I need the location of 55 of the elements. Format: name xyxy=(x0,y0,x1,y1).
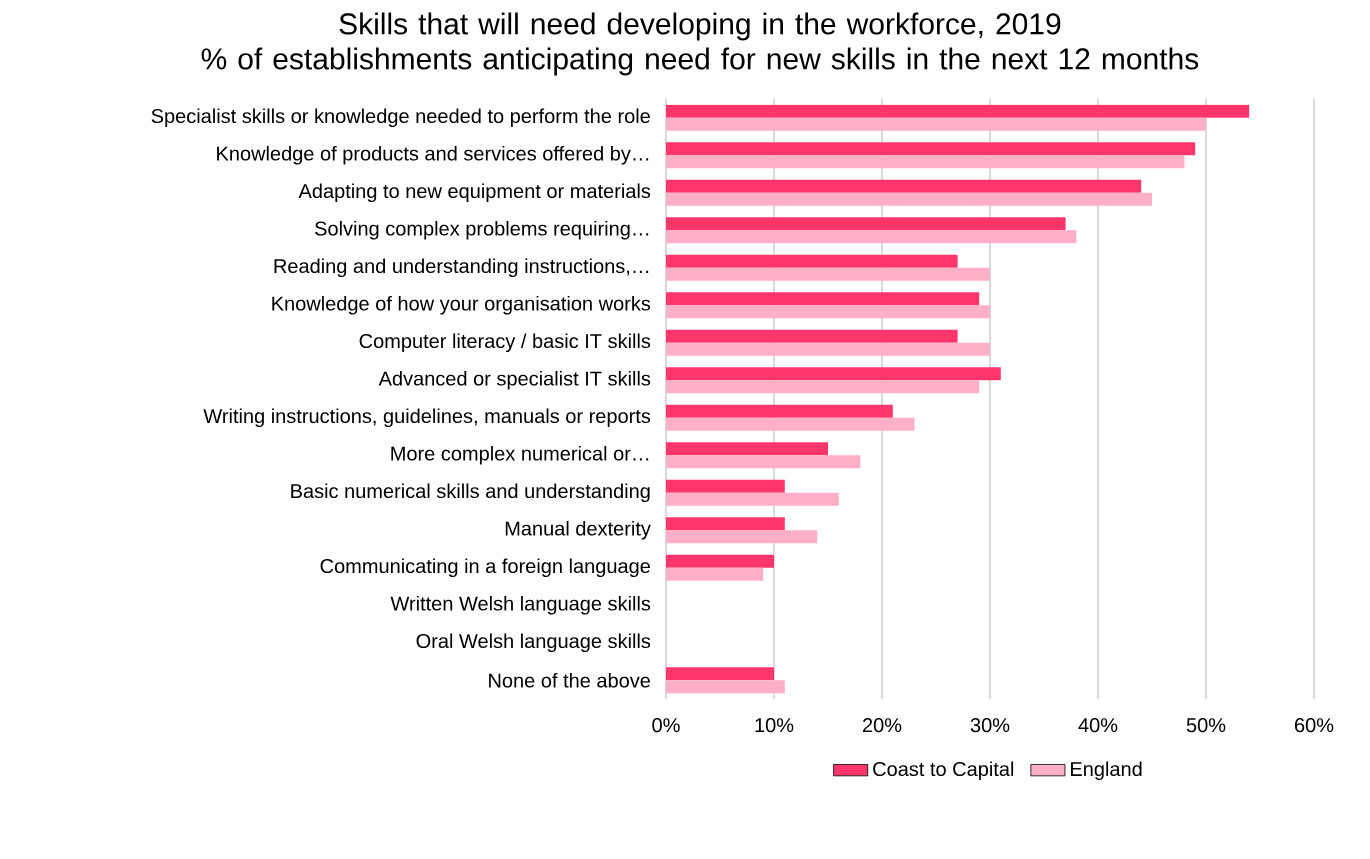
y-tick-label: More complex numerical or… xyxy=(391,445,649,465)
y-tick-label: Specialist skills or knowledge needed to perform the role xyxy=(151,108,650,128)
x-tick-label: 10% xyxy=(755,718,794,733)
bar xyxy=(666,404,893,418)
bar xyxy=(666,567,764,581)
x-tick-label: 60% xyxy=(1294,718,1334,733)
bar xyxy=(666,417,915,431)
y-tick-label: Manual dexterity xyxy=(505,520,651,540)
y-tick-label: None of the above xyxy=(489,672,650,688)
bar xyxy=(666,367,1001,381)
y-tick-label: Reading and understanding instructions,… xyxy=(274,258,649,278)
bar xyxy=(666,554,774,568)
bar xyxy=(666,667,774,681)
y-tick-label: Oral Welsh language skills xyxy=(416,633,651,653)
y-tick-label: Communicating in a foreign language xyxy=(320,558,650,578)
bar xyxy=(666,230,1077,244)
y-tick-label: Knowledge of products and services offered by… xyxy=(217,145,649,165)
legend-label: Coast to Capital xyxy=(873,761,1014,781)
bar xyxy=(666,192,1152,206)
y-tick-label: Solving complex problems requiring… xyxy=(315,220,649,240)
bar xyxy=(666,492,839,506)
bar xyxy=(666,455,861,469)
y-tick-label: Advanced or specialist IT skills xyxy=(378,370,651,390)
bar xyxy=(666,142,1196,156)
bar xyxy=(666,305,990,319)
chart-title: Skills that will need developing in the workforce, 2019 xyxy=(339,12,1061,41)
bar xyxy=(666,267,990,281)
x-tick-label: 0% xyxy=(652,718,680,733)
bar xyxy=(666,117,1206,131)
bar xyxy=(666,442,828,456)
y-tick-label: Writing instructions, guidelines, manuals or reports xyxy=(203,408,651,428)
legend-label: England xyxy=(1071,761,1142,781)
bar xyxy=(666,329,958,343)
bar xyxy=(666,155,1185,169)
bar xyxy=(666,104,1250,118)
bar xyxy=(666,479,785,493)
bar xyxy=(666,254,958,268)
x-tick-label: 30% xyxy=(970,718,1010,733)
bar xyxy=(666,217,1066,231)
y-tick-label: Knowledge of how your organisation works xyxy=(272,295,651,315)
bar xyxy=(666,342,990,356)
y-tick-label: Computer literacy / basic IT skills xyxy=(359,333,651,353)
x-tick-label: 40% xyxy=(1078,718,1118,733)
bar xyxy=(666,517,785,531)
bar xyxy=(666,680,785,694)
x-tick-label: 20% xyxy=(862,718,902,733)
x-tick-label: 50% xyxy=(1186,718,1226,733)
bar xyxy=(666,179,1142,193)
bar xyxy=(666,292,980,306)
bar xyxy=(666,380,980,394)
y-tick-label: Written Welsh language skills xyxy=(390,595,651,615)
y-tick-label: Basic numerical skills and understanding xyxy=(291,483,650,503)
y-tick-label: Adapting to new equipment or materials xyxy=(298,183,651,203)
chart-subtitle: % of establishments anticipating need for new skills in the next 12 months xyxy=(201,47,1199,76)
bar xyxy=(666,530,818,544)
